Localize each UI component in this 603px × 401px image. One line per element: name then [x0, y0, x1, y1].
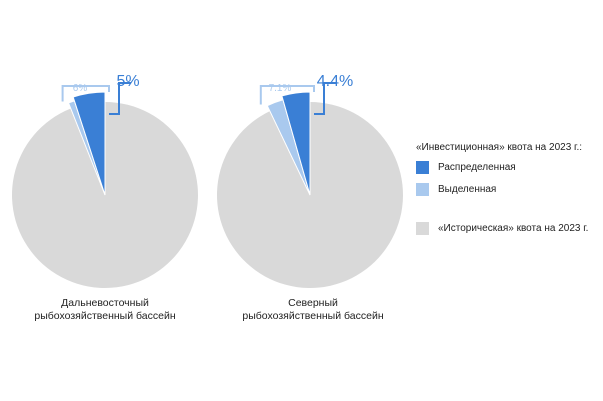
legend: «Инвестиционная» квота на 2023 г.: Распр… [416, 142, 601, 244]
legend-item-allocated: Выделенная [416, 183, 601, 196]
pie-chart-north: 7.1% 4.4% [216, 73, 403, 288]
chart-label-north: Северный рыбохозяйственный бассейн [213, 297, 413, 323]
legend-title-text: «Инвестиционная» квота на 2023 г.: [416, 142, 583, 153]
chart-label-north-line1: Северный [288, 297, 338, 309]
pie-chart-far-east: 6% 5% [11, 73, 198, 288]
legend-item-historical: «Историческая» квота на 2023 г. [416, 222, 601, 235]
chart-label-far-east: Дальневосточный рыбохозяйственный бассей… [5, 297, 205, 323]
bracket-distributed-far-east [109, 82, 131, 115]
slice-distributed-north [281, 91, 311, 196]
label-distributed-north: 4.4% [317, 73, 353, 90]
legend-swatch-allocated [416, 183, 429, 196]
chart-label-far-east-line1: Дальневосточный [61, 297, 149, 309]
bracket-allocated-north [259, 85, 315, 105]
chart-label-north-line2: рыбохозяйственный бассейн [242, 310, 384, 322]
label-distributed-far-east: 5% [116, 73, 139, 90]
slice-distributed-far-east [72, 91, 106, 196]
legend-label-historical: «Историческая» квота на 2023 г. [438, 223, 589, 234]
chart-label-far-east-line2: рыбохозяйственный бассейн [34, 310, 176, 322]
legend-swatch-distributed [416, 161, 429, 174]
label-allocated-north: 7.1% [269, 83, 292, 94]
legend-label-distributed: Распределенная [438, 162, 516, 173]
legend-title: «Инвестиционная» квота на 2023 г.: [416, 142, 601, 153]
legend-item-distributed: Распределенная [416, 161, 601, 174]
legend-label-allocated: Выделенная [438, 184, 497, 195]
label-allocated-far-east: 6% [73, 83, 88, 94]
bracket-allocated-far-east [61, 85, 110, 102]
legend-swatch-historical [416, 222, 429, 235]
bracket-distributed-north [314, 82, 336, 115]
